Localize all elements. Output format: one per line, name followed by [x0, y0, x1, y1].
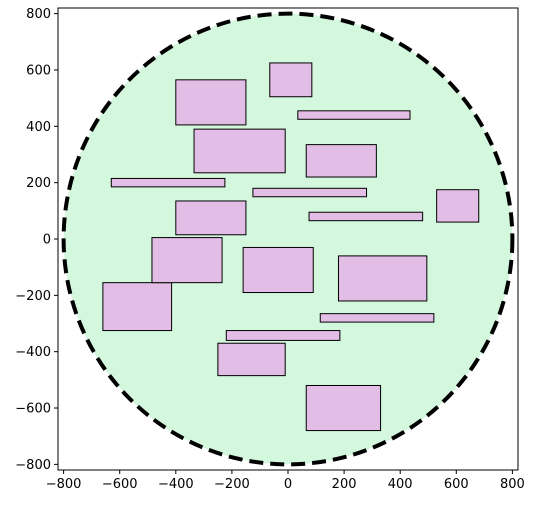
rectangle-14	[305, 144, 377, 178]
rectangle-17	[297, 110, 411, 120]
rectangle-5	[225, 330, 341, 341]
y-tick-label: −200	[15, 289, 51, 304]
x-tick-label: 200	[332, 477, 357, 492]
x-tick-label: 400	[388, 477, 413, 492]
x-tick-label: 800	[500, 477, 525, 492]
x-tick-label: −400	[158, 477, 194, 492]
y-tick-label: 0	[43, 233, 51, 248]
x-tick-label: 600	[444, 477, 469, 492]
x-tick-label: −800	[46, 477, 82, 492]
rectangle-16	[175, 79, 247, 126]
rectangle-3	[337, 255, 428, 302]
axis-ticks: −800 −600 −400 −200 0 200 400 600 800 −800 −600 −40…	[15, 7, 525, 492]
plot-area	[61, 11, 515, 467]
rectangle-13	[110, 177, 226, 188]
y-tick-label: 400	[26, 120, 51, 135]
y-tick-label: 800	[26, 7, 51, 22]
y-tick-label: −600	[15, 402, 51, 417]
x-tick-label: 0	[284, 477, 292, 492]
rectangle-7	[151, 237, 223, 284]
rectangle-6	[102, 282, 173, 332]
rectangle-11	[436, 189, 480, 223]
y-tick-label: 600	[26, 63, 51, 78]
x-tick-label: −200	[214, 477, 250, 492]
y-tick-label: 200	[26, 176, 51, 191]
y-tick-label: −400	[15, 345, 51, 360]
rectangle-9	[175, 200, 247, 236]
rectangle-12	[252, 187, 368, 198]
x-tick-label: −600	[102, 477, 138, 492]
rectangle-4	[217, 342, 286, 377]
y-tick-label: −800	[15, 458, 51, 473]
rectangle-1	[305, 384, 382, 432]
rectangle-18	[269, 62, 313, 98]
rectangle-2	[319, 313, 435, 323]
rectangle-8	[242, 246, 314, 294]
rectangle-10	[308, 211, 424, 222]
rectangle-15	[193, 128, 286, 174]
boundary-circle	[61, 11, 515, 467]
